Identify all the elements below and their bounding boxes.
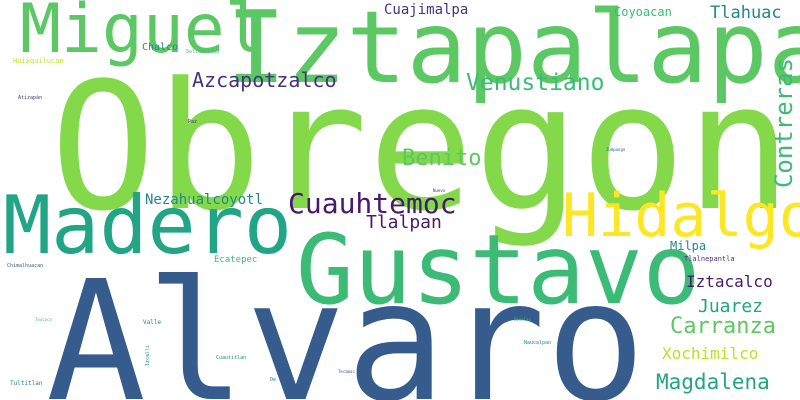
word-hidalgo: Hidalgo [562,181,800,251]
word-contreras: Contreras [770,58,798,189]
word-zumpango: Zumpango [606,147,626,152]
word-tultitlan: Tultitlan [10,380,43,387]
word-valle: Valle [143,319,162,326]
word-juarez: Juarez [698,296,764,317]
word-benito: Benito [402,146,482,171]
word-nicolas: Nicolas [514,317,531,322]
word-coyoacan: Coyoacan [614,5,672,19]
word-carranza: Carranza [670,314,776,339]
word-ecatepec: Ecatepec [214,255,258,265]
word-solidaridad: Solidaridad [186,49,220,55]
word-azcapotzalco: Azcapotzalco [192,68,337,92]
word-obregon: Obregon [50,45,792,250]
word-iztapalapa: Iztapalapa [226,0,800,106]
word-tlalpan: Tlalpan [366,212,442,233]
word-naucalpan: Naucalpan [524,340,552,346]
word-huixquilucan: Huixquilucan [13,57,64,65]
word-miguel: Miguel [20,0,266,69]
word-tlahuac: Tlahuac [710,3,782,23]
word-alvaro: Alvaro [46,246,646,400]
word-cuajimalpa: Cuajimalpa [384,2,469,18]
word-cuautitlan: Cuautitlan [216,355,247,361]
word-venustiano: Venustiano [466,70,605,96]
word-izcalli: Izcalli [145,345,151,367]
word-tecamac: Tecamac [338,369,355,374]
word-xochimilco: Xochimilco [662,344,759,363]
word-de: De [270,377,277,383]
word-texcoco: Texcoco [35,317,52,322]
word-nuevo: Nuevo [433,188,446,193]
word-chimalhuacan: Chimalhuacan [7,263,44,269]
word-tlalnepantla: Tlalnepantla [684,255,735,263]
word-madero: Madero [3,179,292,272]
word-cuauhtemoc: Cuauhtemoc [288,187,457,220]
word-nezahualcoyotl: Nezahualcoyotl [145,192,264,208]
word-iztacalco: Iztacalco [686,272,773,291]
word-atizapan: Atizapán [18,95,43,101]
word-magdalena: Magdalena [656,370,770,394]
word-gustavo: Gustavo [296,214,701,326]
word-paz: Paz [188,119,198,125]
word-milpa: Milpa [670,239,707,253]
word-chalco: Chalco [142,42,179,53]
